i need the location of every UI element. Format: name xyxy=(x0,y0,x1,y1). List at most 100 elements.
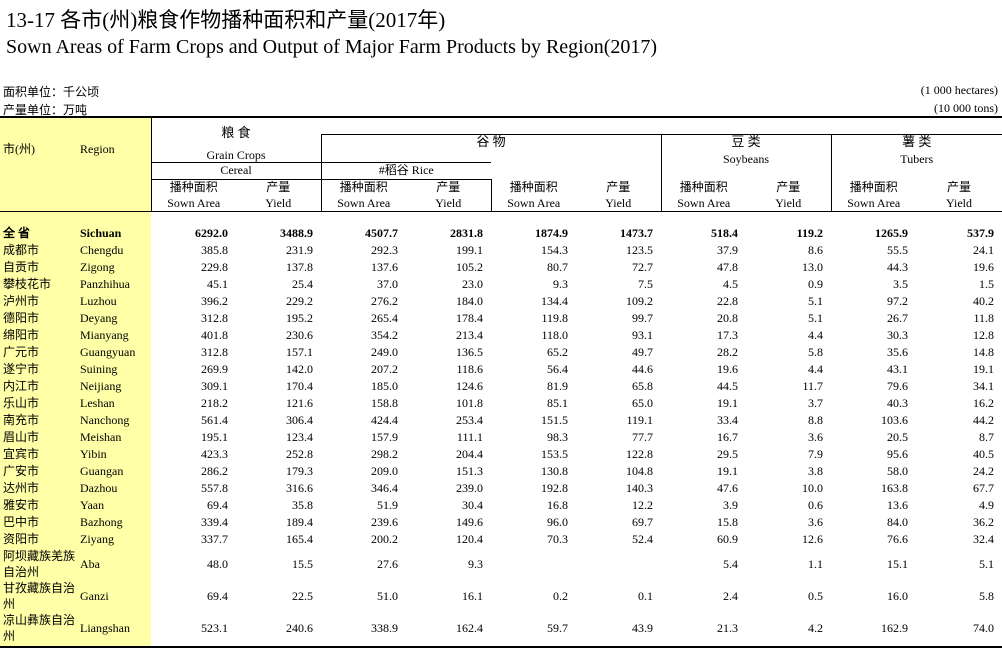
cell-value: 189.4 xyxy=(286,515,313,529)
area-label-zh: 播种面积 xyxy=(339,180,388,194)
cell-region: Nanchong xyxy=(76,411,151,429)
cell-value: 165.4 xyxy=(286,532,313,546)
page-title-zh: 13-17 各市(州)粮食作物播种面积和产量(2017年) xyxy=(6,8,446,32)
cell-value: 119.8 xyxy=(541,311,568,325)
cell-value: 119.2 xyxy=(796,225,823,240)
cell-city: 南充市 xyxy=(0,411,76,429)
cell-value: 95.6 xyxy=(887,447,908,461)
cell-value: 157.1 xyxy=(286,345,313,359)
area-unit-en: (1 000 hectares) xyxy=(920,83,998,97)
cell-value: 119.1 xyxy=(626,413,653,427)
cell-value: 1874.9 xyxy=(535,225,568,240)
cell-region: Liangshan xyxy=(76,611,151,644)
table-row: 泸州市 Luzhou 396.2 229.2 276.2 184.0 134.4 109.2 2… xyxy=(0,292,1002,310)
area-label-zh: 播种面积 xyxy=(509,179,558,194)
table-row: 巴中市 Bazhong 339.4 189.4 239.6 149.6 96.0 69.7 15… xyxy=(0,513,1002,531)
cell-value: 29.5 xyxy=(717,447,738,461)
cell-region: Ganzi xyxy=(76,579,151,612)
cell-value: 122.8 xyxy=(626,447,653,461)
grain-en: Grain Crops xyxy=(206,148,266,162)
table-row: 绵阳市 Mianyang 401.8 230.6 354.2 213.4 118.0 93.1… xyxy=(0,326,1002,344)
cell-value: 79.6 xyxy=(887,379,908,393)
cell-value: 118.0 xyxy=(541,328,568,342)
cell-value: 204.4 xyxy=(456,447,483,461)
group-grain: 粮 食 Grain Crops xyxy=(150,116,321,163)
cell-value: 195.1 xyxy=(201,430,228,444)
cell-value: 103.6 xyxy=(881,413,908,427)
cell-value: 230.6 xyxy=(286,328,313,342)
col-header-region: Region xyxy=(76,116,151,180)
cell-value: 137.8 xyxy=(286,260,313,274)
cell-value: 151.5 xyxy=(541,413,568,427)
cell-value: 154.3 xyxy=(541,243,568,257)
cell-value: 19.6 xyxy=(717,362,738,376)
table-row: 资阳市 Ziyang 337.7 165.4 200.2 120.4 70.3 52.4 60.… xyxy=(0,530,1002,548)
cell-value: 346.4 xyxy=(371,481,398,495)
cell-value: 218.2 xyxy=(201,396,228,410)
subhdr-soybeans-area: 播种面积 Sown Area xyxy=(660,179,746,212)
cell-value xyxy=(491,548,576,580)
cell-value: 0.2 xyxy=(553,588,568,603)
cell-value: 2831.8 xyxy=(450,225,483,240)
cell-value: 77.7 xyxy=(632,430,653,444)
cell-region: Suining xyxy=(76,360,151,378)
cell-value: 3488.9 xyxy=(280,225,313,240)
cell-value: 239.6 xyxy=(371,515,398,529)
cell-region: Zigong xyxy=(76,258,151,276)
cell-value: 22.8 xyxy=(717,294,738,308)
cereal-en-cell: Cereal xyxy=(150,162,321,180)
cell-city: 宜宾市 xyxy=(0,445,76,463)
cell-value: 12.8 xyxy=(973,328,994,342)
cell-value: 140.3 xyxy=(626,481,653,495)
cell-value: 109.2 xyxy=(626,294,653,308)
cell-value: 52.4 xyxy=(632,532,653,546)
cell-value: 6292.0 xyxy=(195,225,228,240)
cell-value: 0.5 xyxy=(808,588,823,603)
table-row: 全 省 Sichuan 6292.0 3488.9 4507.7 2831.8 1874.9… xyxy=(0,211,1002,242)
cell-value: 8.6 xyxy=(808,243,823,257)
cell-value xyxy=(576,548,661,580)
output-unit-zh: 产量单位：万吨 xyxy=(3,103,88,117)
subhdr-cereal-yield: 产量 Yield xyxy=(406,179,491,212)
cell-value: 51.9 xyxy=(377,498,398,512)
cell-value: 69.4 xyxy=(207,498,228,512)
cell-value: 207.2 xyxy=(371,362,398,376)
cell-value: 5.4 xyxy=(723,556,738,571)
cell-city: 遂宁市 xyxy=(0,360,76,378)
area-label-en: Sown Area xyxy=(677,195,731,210)
area-label-en: Sown Area xyxy=(847,195,901,210)
cell-value: 37.9 xyxy=(717,243,738,257)
cell-value: 292.3 xyxy=(371,243,398,257)
cell-value: 2.4 xyxy=(723,588,738,603)
subhdr-blank-region xyxy=(76,179,151,212)
cell-value: 253.4 xyxy=(456,413,483,427)
tuber-en: Tubers xyxy=(900,151,934,166)
area-label-zh: 播种面积 xyxy=(169,180,218,194)
cell-value: 3.9 xyxy=(723,498,738,512)
cell-city: 甘孜藏族自治州 xyxy=(0,579,76,612)
cell-value: 199.1 xyxy=(456,243,483,257)
cell-value: 136.5 xyxy=(456,345,483,359)
cell-city: 凉山彝族自治州 xyxy=(0,611,76,644)
cell-value: 149.6 xyxy=(456,515,483,529)
cell-value: 158.8 xyxy=(371,396,398,410)
soy-zh: 豆 类 xyxy=(731,134,761,149)
area-label-en: Sown Area xyxy=(337,196,391,210)
cell-value: 58.0 xyxy=(887,464,908,478)
cell-value: 21.3 xyxy=(717,620,738,635)
cell-city: 雅安市 xyxy=(0,496,76,514)
cell-value: 36.2 xyxy=(973,515,994,529)
cell-value: 4.9 xyxy=(979,498,994,512)
cell-value: 153.5 xyxy=(541,447,568,461)
cell-value: 16.2 xyxy=(973,396,994,410)
cell-value: 27.6 xyxy=(377,556,398,571)
cell-region: Deyang xyxy=(76,309,151,327)
cell-city: 泸州市 xyxy=(0,292,76,310)
table-row: 达州市 Dazhou 557.8 316.6 346.4 239.0 192.8 140.3 4… xyxy=(0,479,1002,497)
cell-value: 1473.7 xyxy=(620,225,653,240)
cell-city: 成都市 xyxy=(0,241,76,259)
cell-value: 44.3 xyxy=(887,260,908,274)
cell-value: 121.6 xyxy=(286,396,313,410)
cell-value: 80.7 xyxy=(547,260,568,274)
cell-value: 298.2 xyxy=(371,447,398,461)
